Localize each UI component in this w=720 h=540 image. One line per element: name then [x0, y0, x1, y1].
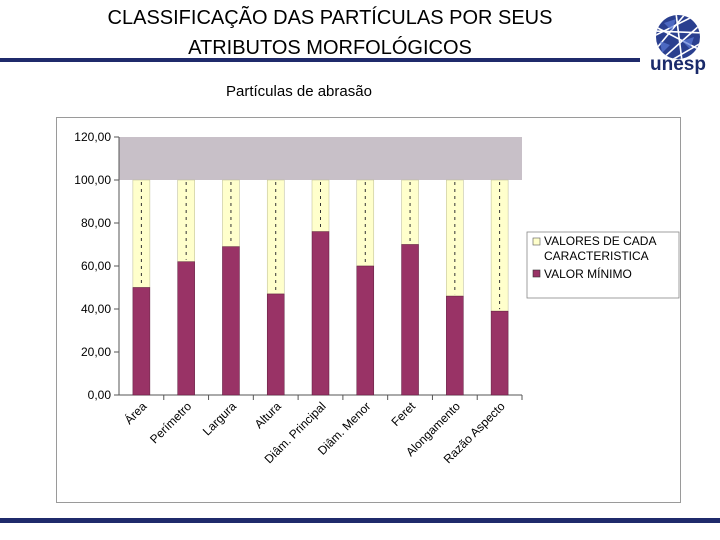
bar-min: [132, 287, 151, 396]
y-tick-label: 80,00: [81, 216, 111, 230]
legend-swatch-range: [532, 237, 541, 246]
bar-min: [222, 246, 240, 396]
legend-label-range-line-2: CARACTERISTICA: [544, 249, 649, 263]
y-tick-label: 20,00: [81, 345, 111, 359]
x-tick-label: Largura: [200, 399, 239, 438]
chart-title: Partículas de abrasão: [226, 83, 372, 100]
bar-min: [446, 295, 464, 396]
legend-swatch-min: [532, 269, 541, 278]
bar-range: [177, 179, 195, 262]
x-tick-label: Área: [121, 398, 150, 427]
x-tick-label: Feret: [388, 399, 418, 429]
y-tick-label: 0,00: [88, 388, 112, 402]
header-rule: [0, 58, 640, 62]
bar-min: [266, 293, 285, 396]
y-tick-label: 100,00: [74, 173, 111, 187]
legend-label-min: VALOR MÍNIMO: [544, 266, 632, 281]
bar-min: [401, 244, 419, 396]
chart-legend: VALORES DE CADA CARACTERISTICA VALOR MÍN…: [526, 231, 680, 299]
y-tick-label: 120,00: [74, 130, 111, 144]
bar-min: [311, 231, 330, 396]
x-tick-label: Altura: [252, 399, 284, 431]
x-tick-label: Perímetro: [147, 399, 194, 446]
footer-rule: [0, 518, 720, 523]
unesp-globe-icon: [656, 15, 700, 59]
page-title-line-1: CLASSIFICAÇÃO DAS PARTÍCULAS POR SEUS: [107, 7, 553, 29]
page-title-line-2: ATRIBUTOS MORFOLÓGICOS: [188, 37, 472, 59]
bar-min: [177, 261, 195, 396]
legend-label-range-line-1: VALORES DE CADA: [544, 234, 656, 248]
bar-min: [356, 265, 375, 396]
y-tick-label: 60,00: [81, 259, 111, 273]
logo-text: unesp: [650, 54, 706, 75]
y-tick-label: 40,00: [81, 302, 111, 316]
bar-chart: 0,00 20,00 40,00 60,00 80,00 100,00 120,00 Áre…: [74, 130, 680, 466]
bar-min: [490, 310, 509, 396]
chart-frame: 0,00 20,00 40,00 60,00 80,00 100,00 120,00 Áre…: [56, 117, 681, 503]
